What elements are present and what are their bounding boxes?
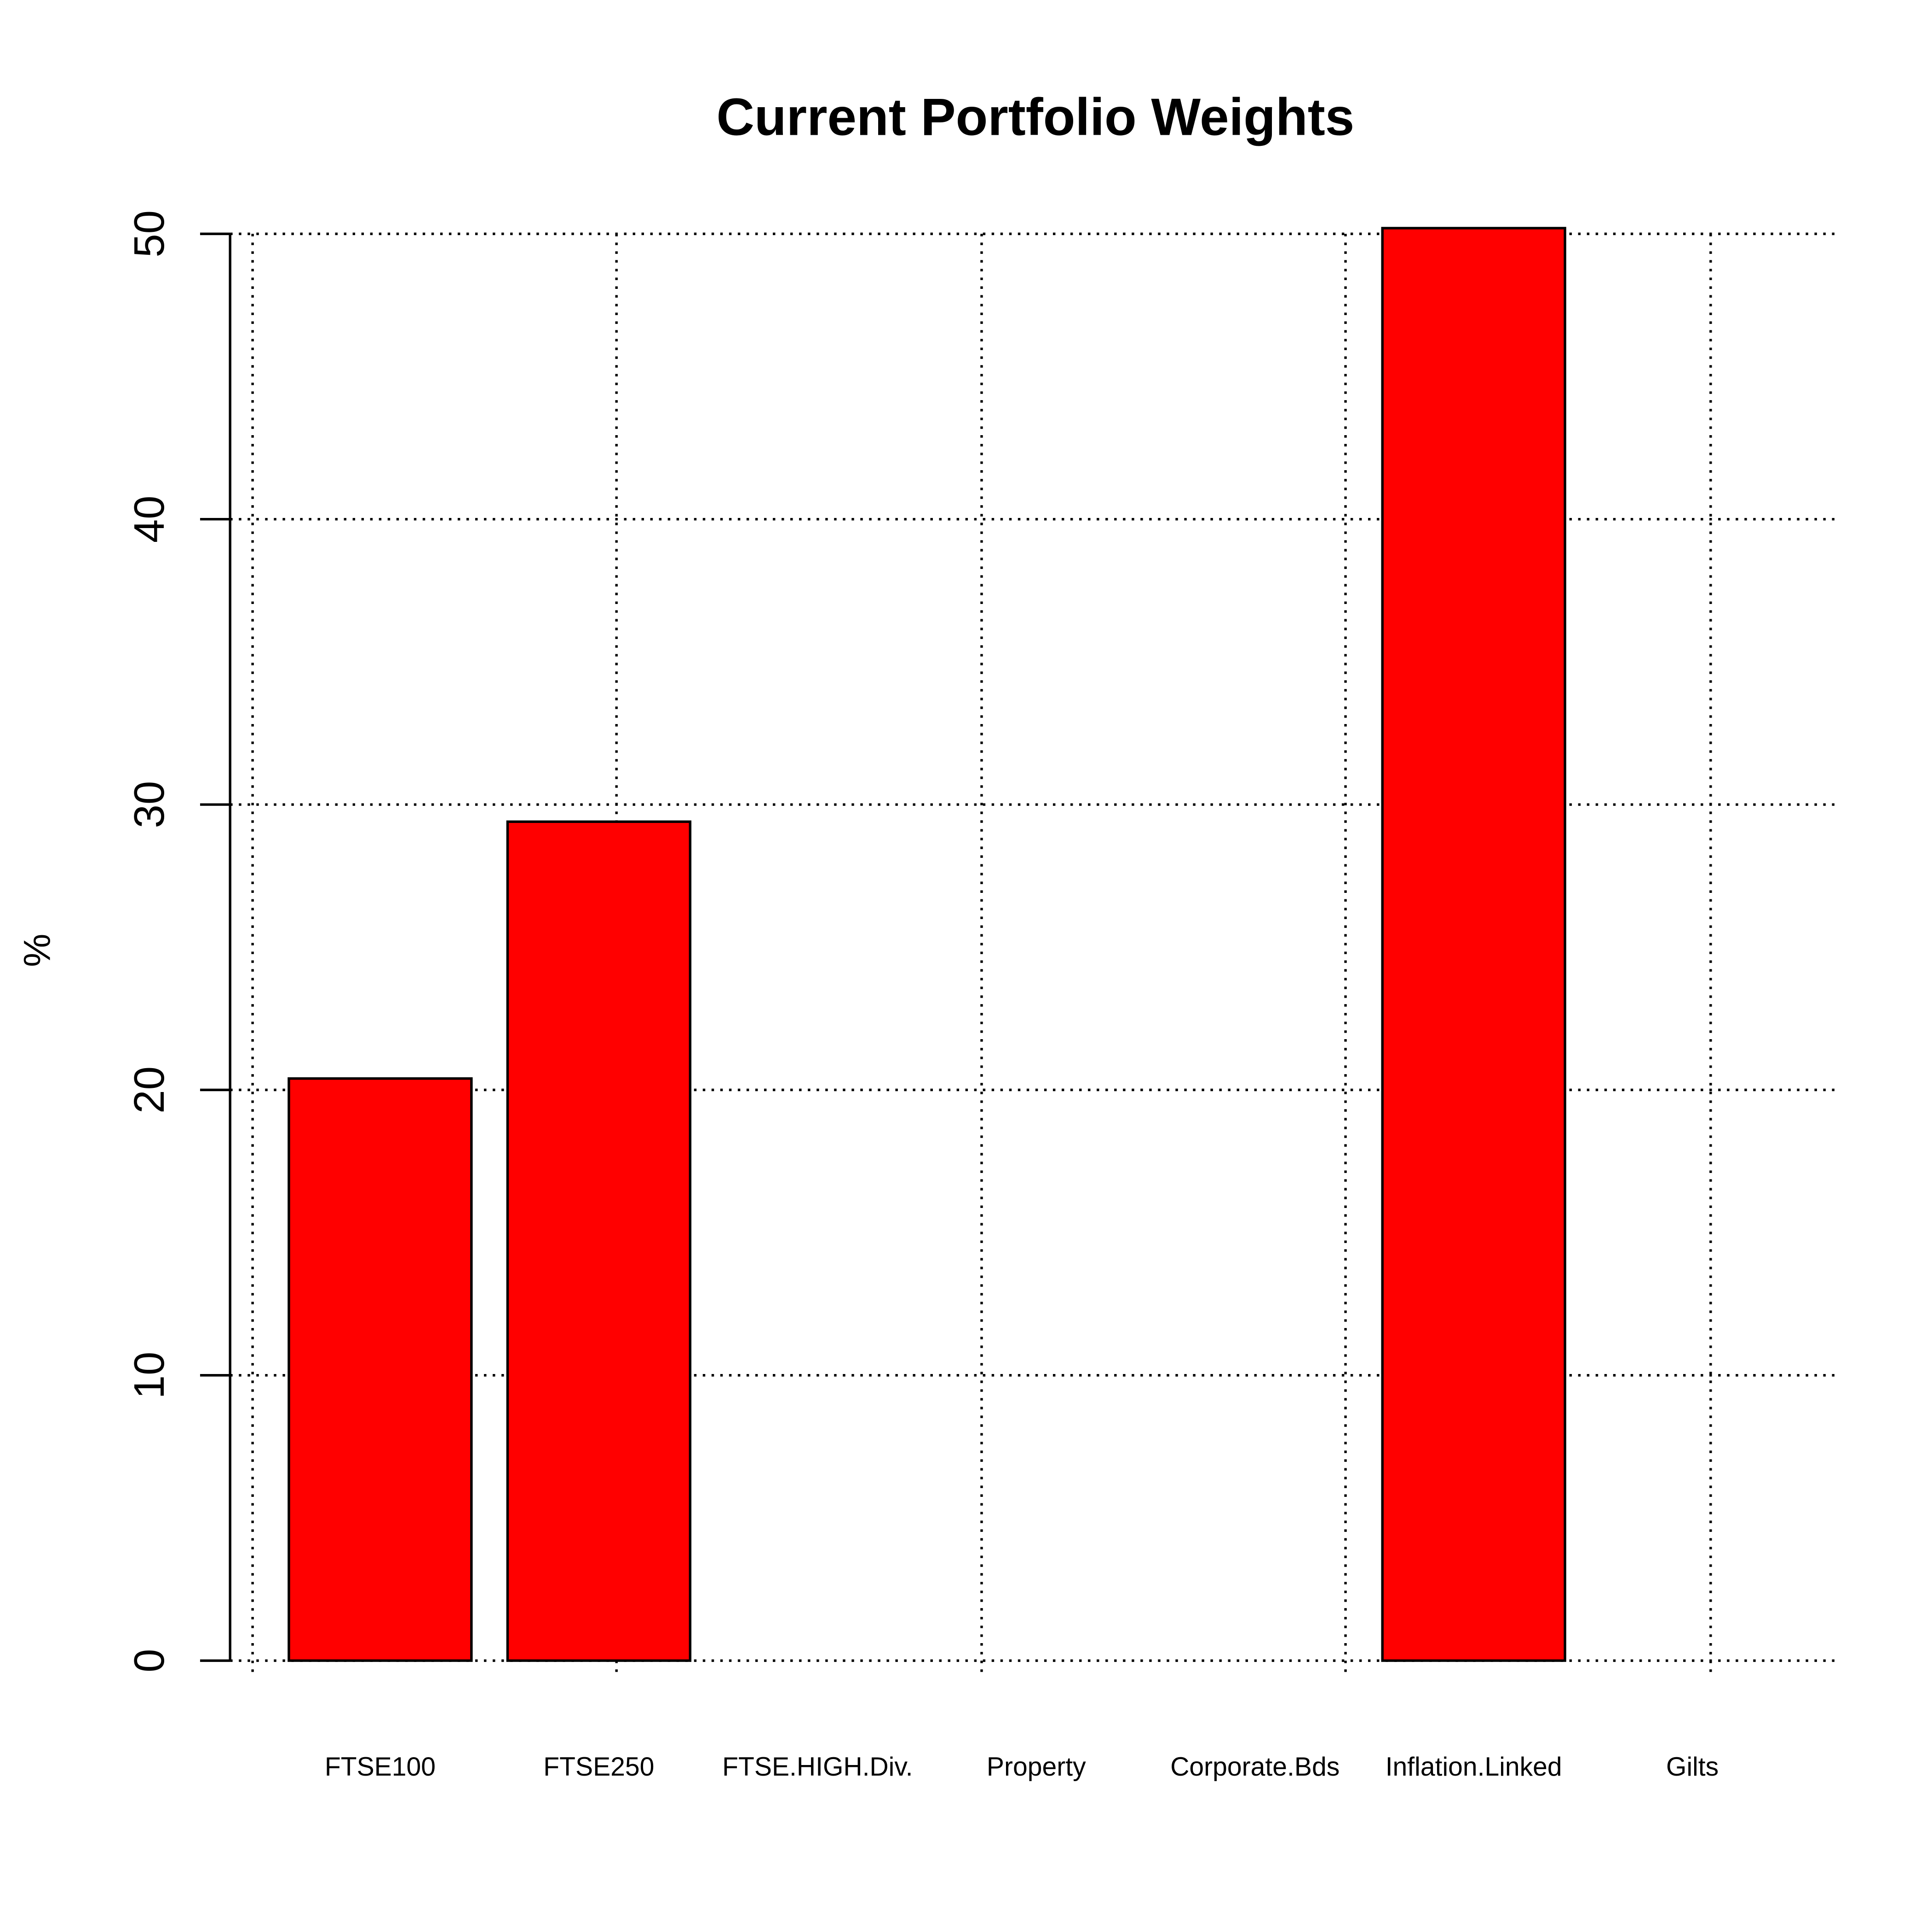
- y-tick-label: 30: [125, 781, 173, 828]
- x-tick-label: FTSE250: [543, 1752, 654, 1782]
- bar: [506, 820, 692, 1662]
- y-tick-label: 10: [125, 1351, 173, 1399]
- y-tick-label: 0: [125, 1649, 173, 1672]
- y-axis-label: %: [17, 934, 58, 967]
- y-tick-label: 40: [125, 495, 173, 543]
- x-tick-label: FTSE.HIGH.Div.: [722, 1752, 913, 1782]
- chart-title: Current Portfolio Weights: [716, 88, 1354, 147]
- y-tick-label: 50: [125, 210, 173, 258]
- bar: [1381, 227, 1566, 1662]
- x-tick-label: Corporate.Bds: [1170, 1752, 1340, 1782]
- x-tick-label: Gilts: [1666, 1752, 1719, 1782]
- y-tick-label: 20: [125, 1066, 173, 1114]
- x-tick-label: Inflation.Linked: [1386, 1752, 1562, 1782]
- x-tick-label: FTSE100: [325, 1752, 436, 1782]
- x-tick-label: Property: [987, 1752, 1086, 1782]
- bar: [288, 1077, 473, 1662]
